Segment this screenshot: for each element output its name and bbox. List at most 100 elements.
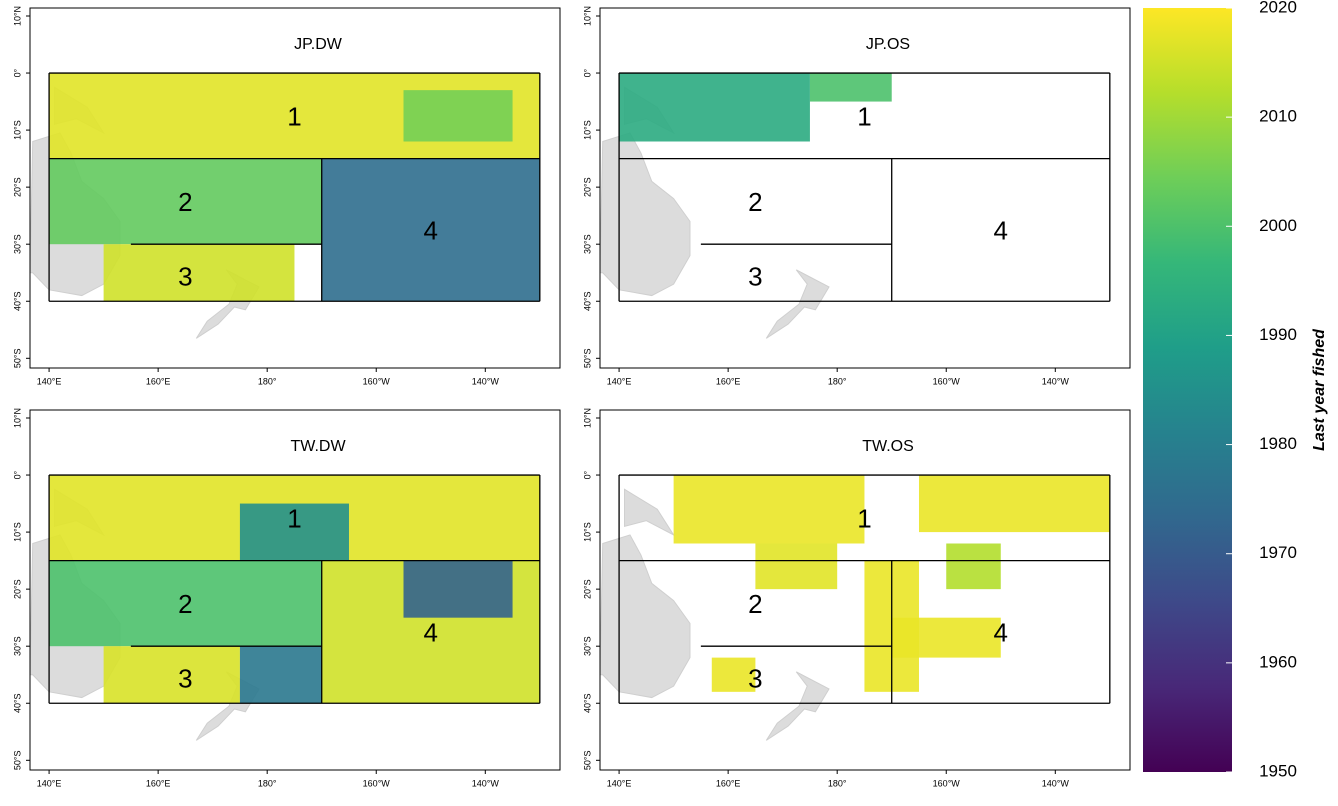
fishing-zone <box>891 617 1001 658</box>
colorbar-label: Last year fished <box>1311 328 1328 451</box>
land <box>600 534 691 699</box>
y-tick-label: 10°N <box>582 6 592 26</box>
colorbar-tick-label: 1950 <box>1259 761 1297 780</box>
x-tick-label: 160°E <box>146 778 171 788</box>
panel-title: JP.DW <box>294 36 343 53</box>
colorbar <box>1143 8 1232 772</box>
y-tick-label: 10°S <box>582 120 592 140</box>
y-tick-label: 10°N <box>12 6 22 26</box>
land <box>624 488 676 537</box>
fishing-zone <box>49 560 322 647</box>
panel-frame <box>599 7 1131 369</box>
region-label: 2 <box>748 589 762 619</box>
y-tick-label: 10°S <box>12 120 22 140</box>
region-label: 4 <box>994 216 1008 246</box>
panel-title: TW.DW <box>290 438 346 455</box>
panel-title: TW.OS <box>862 438 914 455</box>
x-tick-label: 160°W <box>933 376 961 386</box>
land <box>765 269 830 339</box>
region-label: 3 <box>748 261 762 291</box>
map-panel: 1 2 3 4 <box>600 72 1111 339</box>
colorbar-tick-label: 1970 <box>1259 543 1297 562</box>
region-label: 2 <box>178 589 192 619</box>
y-tick-label: 20°S <box>582 579 592 599</box>
fishing-zone <box>239 503 349 561</box>
x-tick-label: 160°E <box>716 376 741 386</box>
y-tick-label: 30°S <box>582 234 592 254</box>
region-label: 4 <box>424 618 438 648</box>
x-tick-label: 140°E <box>37 376 62 386</box>
x-tick-label: 140°E <box>607 778 632 788</box>
region-label: 1 <box>287 504 301 534</box>
y-tick-label: 20°S <box>12 177 22 197</box>
region-label: 1 <box>857 102 871 132</box>
fishing-zone <box>103 646 240 704</box>
panel-frame <box>29 7 561 369</box>
x-tick-label: 140°W <box>1042 778 1070 788</box>
fishing-zone <box>711 657 756 692</box>
fishing-zone <box>809 73 892 102</box>
panel-title: JP.OS <box>866 36 910 53</box>
x-tick-label: 140°W <box>472 376 500 386</box>
y-tick-label: 10°N <box>12 408 22 428</box>
x-tick-label: 180° <box>258 376 277 386</box>
x-tick-label: 140°W <box>1042 376 1070 386</box>
region-label: 1 <box>857 504 871 534</box>
panel-frame <box>29 409 561 771</box>
y-tick-label: 40°S <box>582 291 592 311</box>
land <box>765 671 830 741</box>
x-tick-label: 160°W <box>363 778 391 788</box>
fishing-zone <box>103 244 295 302</box>
fishing-zone <box>49 158 322 245</box>
region-label: 2 <box>178 187 192 217</box>
y-tick-label: 30°S <box>12 636 22 656</box>
fishing-zone <box>946 543 1001 590</box>
land <box>600 132 691 297</box>
colorbar-tick-label: 2000 <box>1259 216 1297 235</box>
x-tick-label: 140°W <box>472 778 500 788</box>
panel-frame <box>599 409 1131 771</box>
x-tick-label: 180° <box>828 376 847 386</box>
region-label: 2 <box>748 187 762 217</box>
y-tick-label: 0° <box>582 470 592 479</box>
y-tick-label: 0° <box>12 470 22 479</box>
region-label: 4 <box>994 618 1008 648</box>
fishing-zone <box>755 543 838 590</box>
region-label: 4 <box>424 216 438 246</box>
y-tick-label: 30°S <box>12 234 22 254</box>
y-tick-label: 40°S <box>582 693 592 713</box>
y-tick-label: 10°N <box>582 408 592 428</box>
y-tick-label: 30°S <box>582 636 592 656</box>
x-tick-label: 160°W <box>363 376 391 386</box>
x-tick-label: 180° <box>258 778 277 788</box>
x-tick-label: 160°W <box>933 778 961 788</box>
fishing-zone <box>619 73 810 142</box>
y-tick-label: 10°S <box>12 522 22 542</box>
y-tick-label: 0° <box>12 68 22 77</box>
y-tick-label: 50°S <box>12 348 22 368</box>
region-label: 3 <box>178 663 192 693</box>
x-tick-label: 160°E <box>146 376 171 386</box>
y-tick-label: 40°S <box>12 291 22 311</box>
y-tick-label: 10°S <box>582 522 592 542</box>
fishing-zone <box>321 158 540 302</box>
y-tick-label: 20°S <box>12 579 22 599</box>
y-tick-label: 20°S <box>582 177 592 197</box>
fishing-zone <box>403 90 513 142</box>
region-label: 3 <box>748 663 762 693</box>
colorbar-tick-label: 2020 <box>1259 0 1297 16</box>
fishing-zone <box>918 475 1110 533</box>
y-tick-label: 50°S <box>12 750 22 770</box>
y-tick-label: 0° <box>582 68 592 77</box>
fishing-zone <box>403 560 513 618</box>
region-label: 3 <box>178 261 192 291</box>
map-panel: 1 2 3 4 <box>600 474 1111 741</box>
region-label: 1 <box>287 102 301 132</box>
y-tick-label: 50°S <box>582 750 592 770</box>
y-tick-label: 50°S <box>582 348 592 368</box>
map-panel: 1 2 3 4 <box>30 72 541 339</box>
x-tick-label: 140°E <box>607 376 632 386</box>
x-tick-label: 140°E <box>37 778 62 788</box>
colorbar-tick-label: 1960 <box>1259 652 1297 671</box>
